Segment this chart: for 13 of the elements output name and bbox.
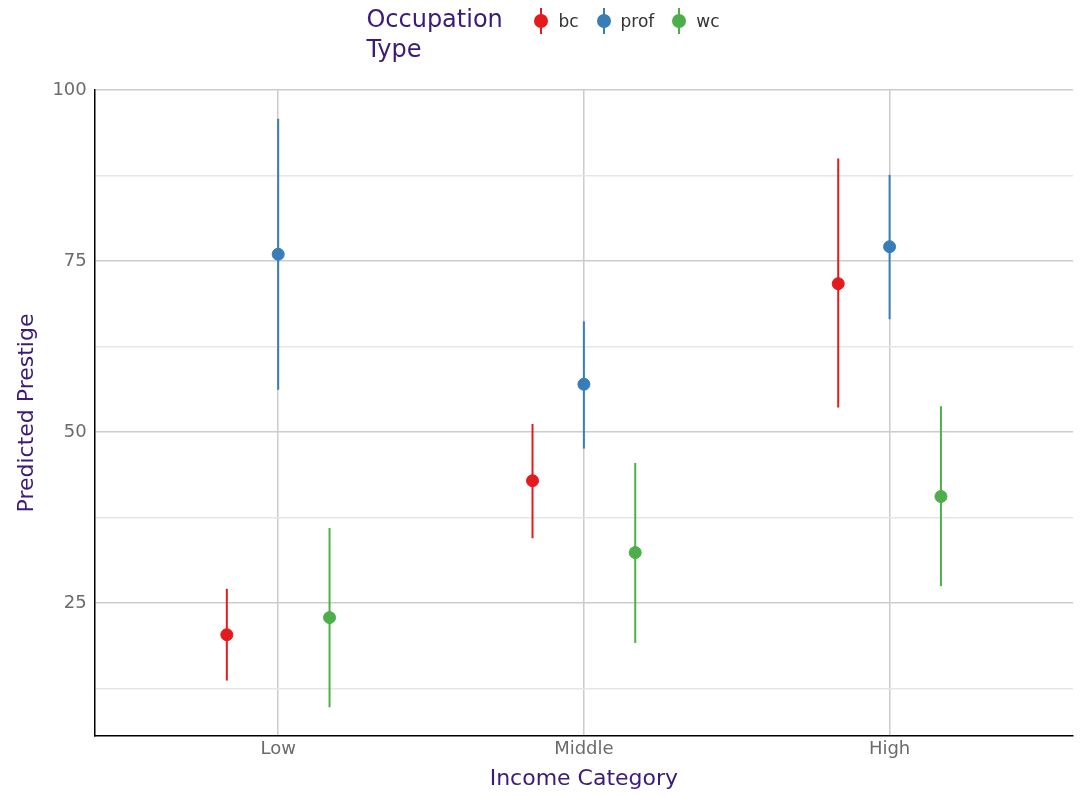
- y-axis-title: Predicted Prestige: [12, 313, 38, 513]
- y-tick-label: 50: [63, 419, 87, 441]
- y-tick-label: 25: [63, 590, 87, 612]
- y-tick-label: 75: [63, 248, 87, 270]
- legend-label: bc: [558, 11, 579, 31]
- legend-title: Occupation Type: [366, 4, 504, 64]
- y-tick-label: 100: [52, 77, 87, 99]
- legend-label: wc: [696, 11, 720, 31]
- legend-label: prof: [620, 11, 655, 31]
- x-tick-label: Low: [260, 737, 296, 759]
- x-tick-label: Middle: [554, 737, 614, 759]
- x-tick-label: High: [868, 737, 911, 759]
- x-axis-title: Income Category: [489, 764, 679, 790]
